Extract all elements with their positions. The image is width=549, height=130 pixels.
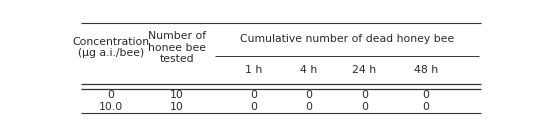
Text: 0: 0 bbox=[423, 102, 429, 112]
Text: 10: 10 bbox=[170, 90, 184, 100]
Text: 1 h: 1 h bbox=[245, 65, 262, 75]
Text: Cumulative number of dead honey bee: Cumulative number of dead honey bee bbox=[240, 34, 455, 44]
Text: 10: 10 bbox=[170, 102, 184, 112]
Text: 24 h: 24 h bbox=[352, 65, 377, 75]
Text: 0: 0 bbox=[108, 90, 115, 100]
Text: 0: 0 bbox=[305, 102, 312, 112]
Text: 0: 0 bbox=[423, 90, 429, 100]
Text: 48 h: 48 h bbox=[414, 65, 438, 75]
Text: Number of
honee bee
tested: Number of honee bee tested bbox=[148, 31, 206, 64]
Text: 10.0: 10.0 bbox=[99, 102, 124, 112]
Text: Concentration
(μg a.i./bee): Concentration (μg a.i./bee) bbox=[72, 37, 150, 58]
Text: 0: 0 bbox=[361, 102, 368, 112]
Text: 0: 0 bbox=[305, 90, 312, 100]
Text: 4 h: 4 h bbox=[300, 65, 318, 75]
Text: 0: 0 bbox=[250, 90, 257, 100]
Text: 0: 0 bbox=[250, 102, 257, 112]
Text: 0: 0 bbox=[361, 90, 368, 100]
